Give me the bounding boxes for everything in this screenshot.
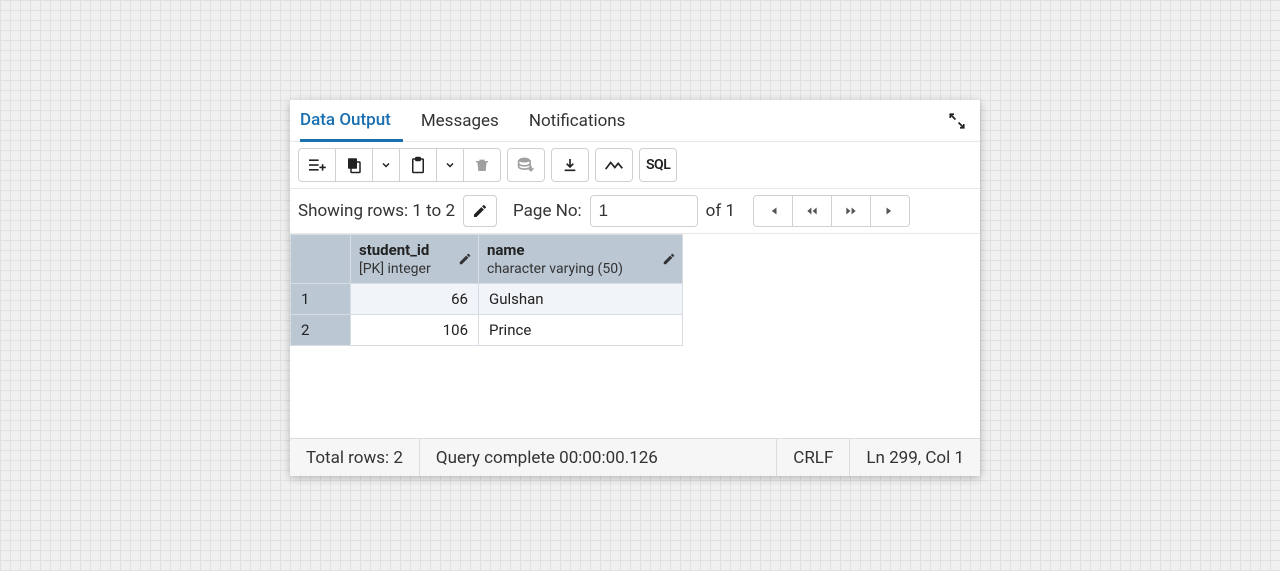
expand-icon[interactable] xyxy=(944,108,970,134)
status-bar: Total rows: 2 Query complete 00:00:00.12… xyxy=(290,438,980,476)
edit-column-icon[interactable] xyxy=(662,252,676,266)
cell-name[interactable]: Prince xyxy=(479,315,683,346)
column-header-name[interactable]: name character varying (50) xyxy=(479,235,683,284)
tab-data-output[interactable]: Data Output xyxy=(300,101,403,142)
status-total-rows: Total rows: 2 xyxy=(290,439,420,476)
add-row-button[interactable] xyxy=(298,148,336,182)
results-grid: student_id [PK] integer name character v… xyxy=(290,234,980,438)
tab-messages[interactable]: Messages xyxy=(421,102,511,140)
first-page-button[interactable] xyxy=(753,195,793,227)
row-number[interactable]: 1 xyxy=(291,284,351,315)
next-page-button[interactable] xyxy=(831,195,871,227)
status-cursor: Ln 299, Col 1 xyxy=(850,439,980,476)
toolbar: SQL xyxy=(290,142,980,189)
cell-student-id[interactable]: 106 xyxy=(351,315,479,346)
page-no-label: Page No: xyxy=(513,201,582,221)
status-query-time: Query complete 00:00:00.126 xyxy=(420,439,777,476)
column-name: student_id xyxy=(359,241,470,259)
column-header-student-id[interactable]: student_id [PK] integer xyxy=(351,235,479,284)
copy-button[interactable] xyxy=(335,148,373,182)
delete-button[interactable] xyxy=(463,148,501,182)
edit-rows-button[interactable] xyxy=(463,195,497,227)
edit-column-icon[interactable] xyxy=(458,252,472,266)
download-button[interactable] xyxy=(551,148,589,182)
column-type: character varying (50) xyxy=(487,261,623,277)
cell-student-id[interactable]: 66 xyxy=(351,284,479,315)
tab-notifications[interactable]: Notifications xyxy=(529,102,638,140)
showing-rows-label: Showing rows: 1 to 2 xyxy=(298,201,455,221)
results-table: student_id [PK] integer name character v… xyxy=(290,234,683,346)
row-number-header[interactable] xyxy=(291,235,351,284)
query-results-panel: Data Output Messages Notifications xyxy=(290,100,980,476)
table-row[interactable]: 1 66 Gulshan xyxy=(291,284,683,315)
graph-button[interactable] xyxy=(595,148,633,182)
table-row[interactable]: 2 106 Prince xyxy=(291,315,683,346)
column-type: [PK] integer xyxy=(359,261,431,277)
pager-row: Showing rows: 1 to 2 Page No: of 1 xyxy=(290,189,980,234)
page-of-label: of 1 xyxy=(706,201,735,221)
column-name: name xyxy=(487,241,674,259)
paste-dropdown[interactable] xyxy=(436,148,464,182)
cell-name[interactable]: Gulshan xyxy=(479,284,683,315)
last-page-button[interactable] xyxy=(870,195,910,227)
copy-dropdown[interactable] xyxy=(372,148,400,182)
sql-button[interactable]: SQL xyxy=(639,148,677,182)
paste-button[interactable] xyxy=(399,148,437,182)
save-data-button[interactable] xyxy=(507,148,545,182)
prev-page-button[interactable] xyxy=(792,195,832,227)
page-number-input[interactable] xyxy=(590,195,698,227)
row-number[interactable]: 2 xyxy=(291,315,351,346)
status-eol: CRLF xyxy=(777,439,850,476)
tabs-bar: Data Output Messages Notifications xyxy=(290,100,980,142)
